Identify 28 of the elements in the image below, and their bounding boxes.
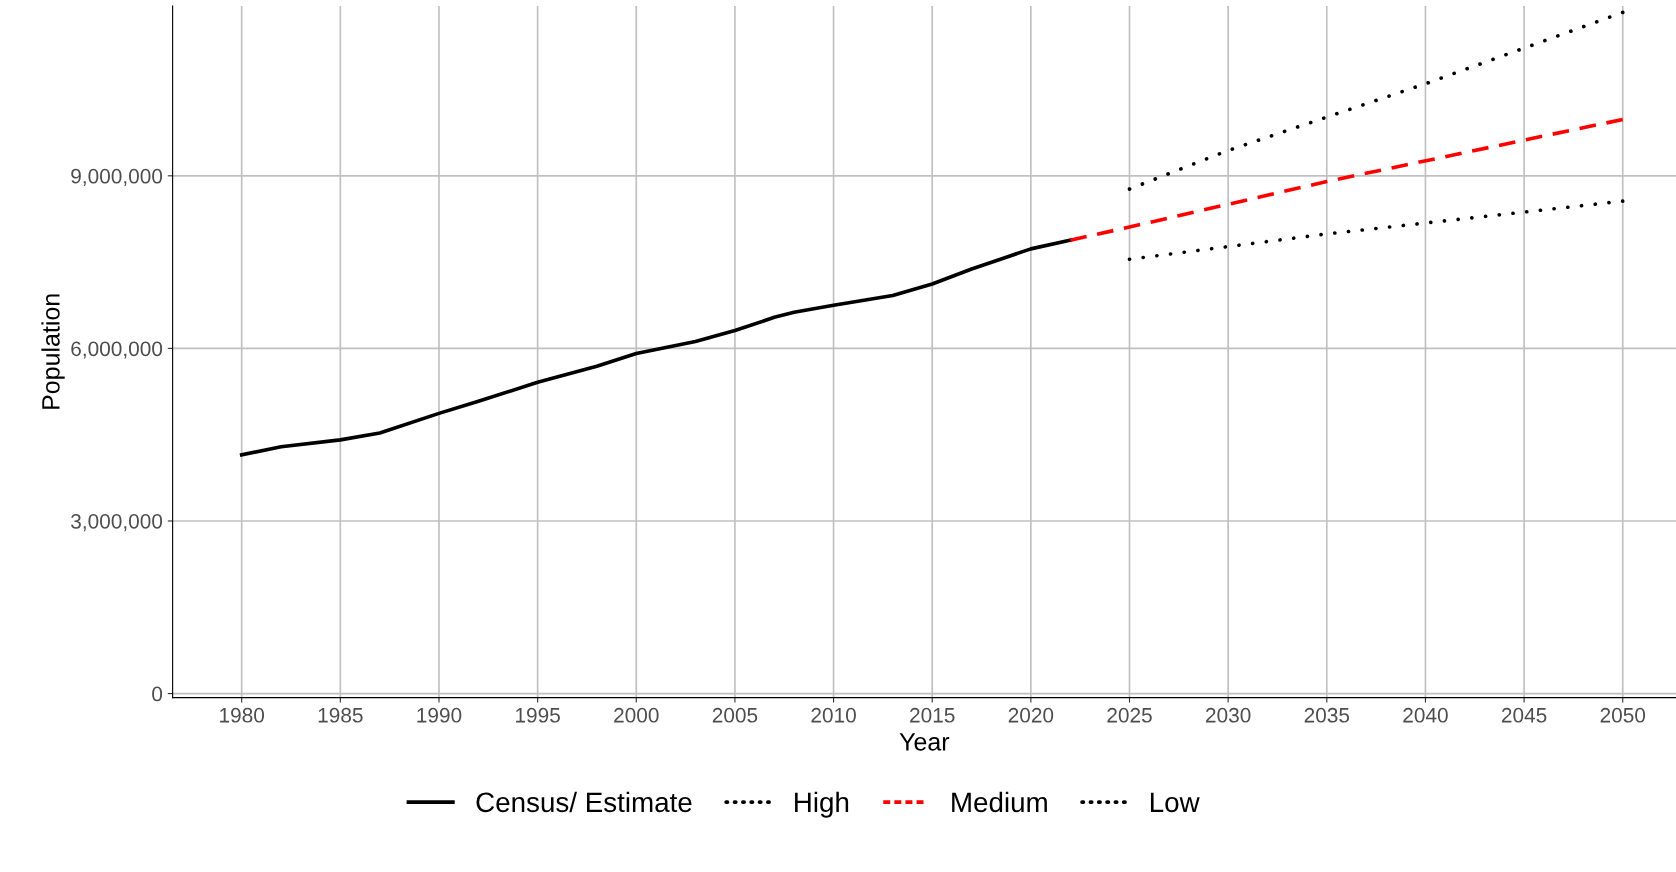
x-tick-label: 2000: [614, 707, 659, 723]
x-tick-label: 2050: [1600, 707, 1646, 723]
x-tick-label: 2020: [1008, 707, 1054, 723]
line-series: [1068, 117, 1625, 243]
legend-label: High: [795, 791, 849, 818]
x-axis-title: Year: [899, 733, 950, 751]
x-tick-label: 1990: [417, 707, 462, 723]
y-tick-label: 0: [152, 686, 163, 702]
legend-label: Medium: [952, 791, 1047, 813]
legend-label: Census/ Estimate: [476, 791, 692, 813]
line-series: [239, 238, 1073, 457]
x-tick-label: 2045: [1501, 707, 1547, 723]
x-tick-label: 1995: [516, 707, 560, 723]
y-tick-label: 3,000,000: [71, 513, 163, 532]
x-tick-label: 2030: [1206, 707, 1251, 723]
x-tick-label: 2025: [1107, 707, 1152, 723]
y-axis-title: Population: [41, 294, 65, 409]
x-tick-label: 2035: [1304, 707, 1350, 723]
line-series: [1127, 10, 1625, 191]
legend-label: Low: [1150, 792, 1200, 813]
y-tick-label: 9,000,000: [71, 168, 163, 187]
x-tick-label: 2005: [712, 707, 758, 723]
y-tick-label: 6,000,000: [71, 341, 163, 359]
x-tick-label: 2010: [811, 707, 856, 723]
x-tick-label: 2040: [1403, 707, 1448, 723]
x-tick-label: 1980: [220, 707, 265, 723]
x-tick-label: 1985: [318, 707, 363, 723]
x-tick-label: 2015: [910, 707, 955, 723]
